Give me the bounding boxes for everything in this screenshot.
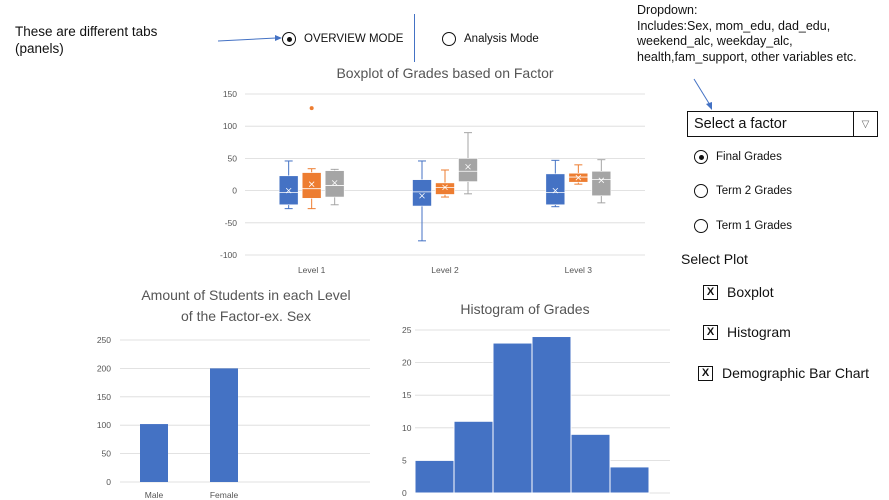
chart-title: Boxplot of Grades based on Factor xyxy=(336,65,553,81)
box-mean-marker xyxy=(419,192,425,199)
select-plot-title: Select Plot xyxy=(681,251,748,267)
y-tick-label: 15 xyxy=(402,390,412,400)
checkbox-checked-icon: X xyxy=(698,365,713,381)
bar xyxy=(140,424,168,482)
y-tick-label: 0 xyxy=(106,477,111,487)
box xyxy=(591,170,612,197)
tab-label: Analysis Mode xyxy=(464,33,539,45)
box-mean-marker xyxy=(575,174,582,181)
y-tick-label: 20 xyxy=(402,358,412,368)
tabs-annotation-line: (panels) xyxy=(15,41,64,56)
tabs-annotation: These are different tabs (panels) xyxy=(15,23,157,57)
chart-title: Histogram of Grades xyxy=(460,301,589,317)
checkbox-demographic-bar-chart[interactable]: X Demographic Bar Chart xyxy=(698,365,869,381)
x-tick-label: Female xyxy=(210,490,239,500)
y-tick-label: 50 xyxy=(102,449,112,459)
y-tick-label: 10 xyxy=(402,423,412,433)
x-tick-label: Level 1 xyxy=(298,265,326,275)
checkbox-label: Demographic Bar Chart xyxy=(722,365,870,381)
histogram-bar xyxy=(570,433,611,494)
chart-title: Amount of Students in each Level xyxy=(141,287,350,303)
radio-label: Term 2 Grades xyxy=(716,185,793,197)
dropdown-annotation-arrow xyxy=(693,78,712,110)
box xyxy=(458,158,478,182)
histogram-bar xyxy=(453,420,494,494)
factor-dropdown-label: Select a factor xyxy=(694,116,787,132)
x-tick-label: Level 2 xyxy=(431,265,459,275)
checkbox-label: Boxplot xyxy=(727,284,774,300)
y-tick-label: 0 xyxy=(232,186,237,196)
y-tick-label: 250 xyxy=(97,335,111,345)
box-mean-marker xyxy=(552,187,559,194)
radio-unselected-icon xyxy=(442,32,456,46)
box xyxy=(301,172,322,199)
chart-title: of the Factor-ex. Sex xyxy=(181,308,311,324)
box-mean-marker xyxy=(442,184,448,191)
radio-label: Term 1 Grades xyxy=(716,220,793,232)
radio-final-grades[interactable]: Final Grades xyxy=(694,150,782,164)
histogram-chart: Histogram of Grades 0 5 10 15 20 25 xyxy=(402,301,670,498)
radio-unselected-icon xyxy=(694,219,708,233)
checkbox-checked-icon: X xyxy=(703,284,718,300)
x-tick-label: Male xyxy=(145,490,164,500)
checkbox-checked-icon: X xyxy=(703,324,718,340)
dropdown-annotation-line: Dropdown: xyxy=(637,3,698,17)
dropdown-annotation-line: Includes:Sex, mom_edu, dad_edu, xyxy=(637,18,831,33)
radio-term-2-grades[interactable]: Term 2 Grades xyxy=(694,184,792,198)
box-mean-marker xyxy=(331,180,338,186)
checkbox-boxplot[interactable]: X Boxplot xyxy=(703,284,774,300)
tabs-annotation-arrow xyxy=(217,35,282,42)
dropdown-annotation-line: health,fam_support, other variables etc. xyxy=(637,49,857,64)
tabs-annotation-line: These are different tabs xyxy=(15,24,158,39)
radio-label: Final Grades xyxy=(716,151,782,163)
boxplot-chart: Boxplot of Grades based on Factor -100 -50… xyxy=(220,65,645,275)
tab-analysis-mode[interactable]: Analysis Mode xyxy=(442,32,539,46)
checkbox-histogram[interactable]: X Histogram xyxy=(703,324,791,340)
box-mean-marker xyxy=(308,181,315,187)
radio-unselected-icon xyxy=(694,184,708,198)
box-outlier xyxy=(309,106,314,111)
histogram-bar xyxy=(492,342,533,494)
radio-term-1-grades[interactable]: Term 1 Grades xyxy=(694,219,792,233)
radio-selected-icon xyxy=(282,32,296,46)
box-mean-marker xyxy=(598,177,605,184)
box xyxy=(412,179,432,207)
y-tick-label: 50 xyxy=(228,153,238,163)
y-tick-label: 150 xyxy=(97,392,111,402)
dropdown-annotation-line: weekend_alc, weekday_alc, xyxy=(637,34,793,48)
y-tick-label: 200 xyxy=(97,363,111,373)
dropdown-annotation: Dropdown: Includes:Sex, mom_edu, dad_edu… xyxy=(637,3,857,65)
demographic-bar-chart: Amount of Students in each Level of the F… xyxy=(97,287,370,500)
tab-divider xyxy=(414,14,415,62)
tab-overview-mode[interactable]: OVERVIEW MODE xyxy=(282,32,403,46)
box-mean-marker xyxy=(285,187,292,194)
checkbox-label: Histogram xyxy=(727,324,791,340)
y-tick-label: -100 xyxy=(220,250,237,260)
y-tick-label: 0 xyxy=(402,488,407,498)
histogram-bar xyxy=(414,459,455,494)
chevron-down-icon[interactable]: ▽ xyxy=(853,112,877,136)
box-mean-marker xyxy=(465,163,471,170)
box xyxy=(545,173,566,206)
box xyxy=(324,170,345,198)
y-tick-label: 25 xyxy=(402,325,412,335)
factor-dropdown[interactable]: Select a factor ▽ xyxy=(687,111,878,137)
box xyxy=(435,182,455,195)
x-tick-label: Level 3 xyxy=(565,265,593,275)
chevron-down-glyph: ▽ xyxy=(861,118,870,130)
tab-label: OVERVIEW MODE xyxy=(304,33,404,45)
y-tick-label: 100 xyxy=(97,420,111,430)
histogram-bar xyxy=(609,466,650,494)
y-tick-label: 5 xyxy=(402,455,407,465)
histogram-bar xyxy=(531,336,572,494)
y-tick-label: -50 xyxy=(225,218,238,228)
radio-selected-icon xyxy=(694,150,708,164)
y-tick-label: 100 xyxy=(223,121,237,131)
y-tick-label: 150 xyxy=(223,89,237,99)
bar xyxy=(210,368,238,482)
